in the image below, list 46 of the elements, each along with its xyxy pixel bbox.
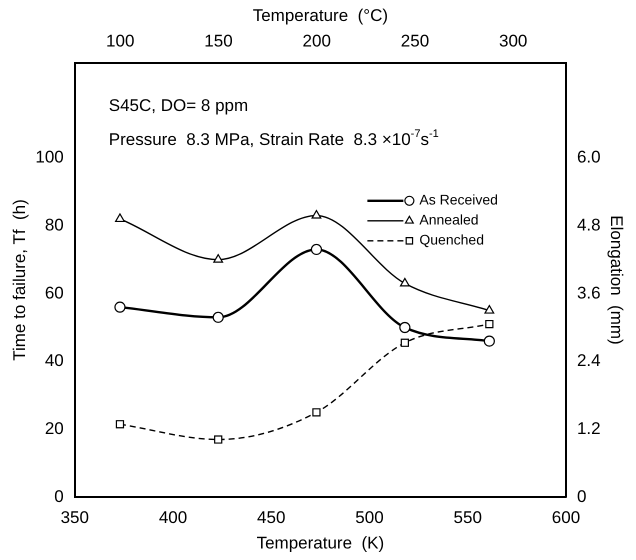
point xyxy=(213,254,224,263)
y-tick-label: 100 xyxy=(35,148,64,167)
x-tick-label: 500 xyxy=(355,508,384,528)
x-axis-title: Temperature (K) xyxy=(256,533,384,552)
y2-tick-label: 4.8 xyxy=(576,215,601,234)
y-tick-label: 60 xyxy=(44,283,64,302)
y2-tick-label: 3.6 xyxy=(576,283,601,302)
x2-tick-label: 150 xyxy=(204,31,233,50)
x2-tick-label: 100 xyxy=(106,31,134,50)
x-tick-label: 450 xyxy=(257,508,286,528)
point xyxy=(484,304,494,314)
y2-tick-label: 6.0 xyxy=(576,148,601,167)
point xyxy=(400,278,410,286)
point xyxy=(484,335,495,347)
point xyxy=(114,302,126,313)
x-tick-label: 550 xyxy=(454,508,482,528)
point xyxy=(116,420,124,428)
point xyxy=(310,244,322,256)
point xyxy=(400,338,409,347)
y-axis-title: Time to failure, Tf (h) xyxy=(10,199,29,361)
x-tick-label: 350 xyxy=(60,508,89,528)
x2-tick-label: 300 xyxy=(499,31,528,50)
point xyxy=(312,210,322,219)
point xyxy=(214,435,222,444)
point xyxy=(399,322,410,334)
y-tick-label: 20 xyxy=(44,419,64,438)
x-tick-label: 400 xyxy=(158,508,188,528)
y2-tick-label: 1.2 xyxy=(576,419,601,438)
annotation: S45C, DO= 8 ppm xyxy=(108,96,248,115)
legend-label: Annealed xyxy=(419,212,479,228)
point xyxy=(312,408,321,416)
x2-axis-title: Temperature (°C) xyxy=(252,6,388,25)
y2-tick-label: 2.4 xyxy=(576,351,601,370)
y-tick-label: 40 xyxy=(44,351,64,370)
legend-label: Quenched xyxy=(419,232,484,248)
y2-tick-label: 0 xyxy=(576,486,586,506)
x-tick-label: 600 xyxy=(552,508,580,528)
point xyxy=(485,320,494,328)
point xyxy=(115,213,125,222)
legend-label: As Received xyxy=(419,192,498,208)
y-tick-label: 80 xyxy=(44,215,64,234)
x2-tick-label: 250 xyxy=(400,31,430,50)
x2-tick-label: 200 xyxy=(302,31,331,50)
y-tick-label: 0 xyxy=(54,486,64,506)
point xyxy=(212,312,224,323)
y2-axis-title: Elongation (mm) xyxy=(607,215,626,345)
